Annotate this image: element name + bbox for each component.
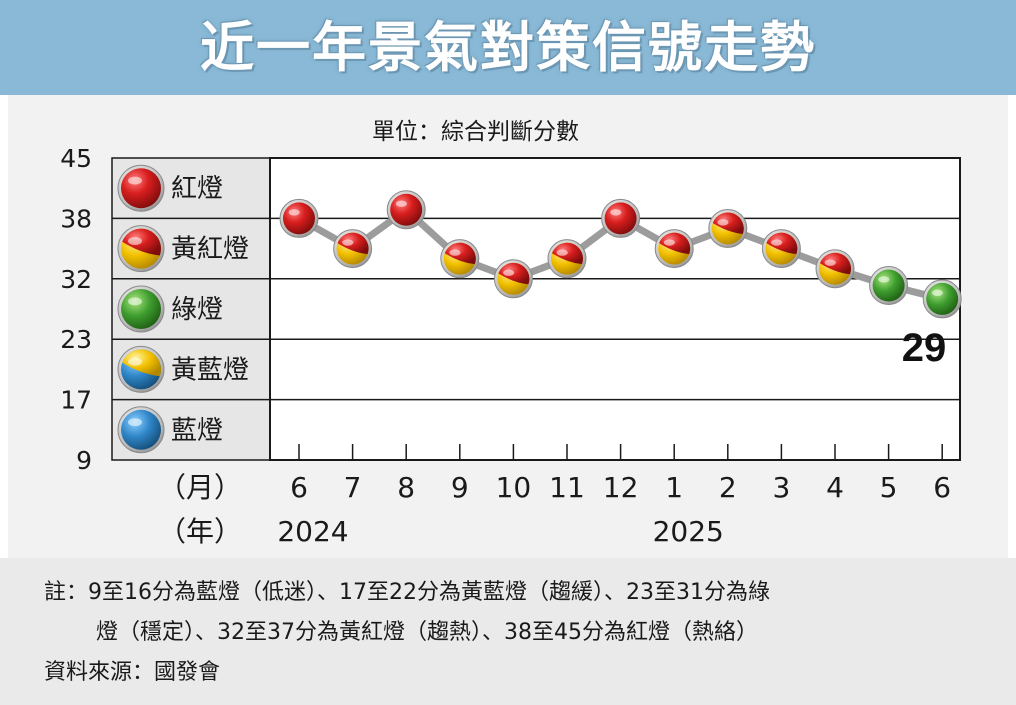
y-tick-label: 38 [60, 204, 92, 233]
legend-light-icon [117, 164, 165, 212]
month-label: 2 [719, 471, 737, 504]
month-label: 12 [603, 471, 639, 504]
grid-lines [112, 217, 960, 401]
legend-light-icon [117, 285, 165, 333]
month-label: 6 [290, 471, 308, 504]
legend-light-icon [117, 225, 165, 273]
legend-label: 黃藍燈 [171, 355, 249, 385]
month-label: 11 [549, 471, 585, 504]
y-tick-label: 45 [60, 144, 92, 173]
y-tick-label: 17 [60, 386, 92, 415]
y-tick-label: 23 [60, 325, 92, 354]
y-axis-labels: 45 38 32 23 17 9 [60, 144, 92, 475]
month-label: 9 [451, 471, 469, 504]
y-tick-label: 9 [76, 446, 92, 475]
year-axis-label: （年） [158, 515, 242, 548]
legend-label: 藍燈 [171, 416, 223, 446]
month-axis-label: （月） [158, 471, 242, 504]
data-point [601, 198, 641, 238]
chart-title: 近一年景氣對策信號走勢 [200, 16, 816, 79]
legend-label: 黃紅燈 [171, 235, 249, 265]
y-tick-label: 32 [60, 265, 92, 294]
unit-label: 單位：綜合判斷分數 [372, 119, 579, 145]
data-point [922, 279, 962, 319]
month-label: 10 [496, 471, 532, 504]
data-point [333, 229, 373, 269]
month-labels: 6 7 8 9 10 11 12 1 2 3 4 5 6 [290, 471, 951, 504]
data-point [493, 259, 533, 299]
legend-label: 紅燈 [171, 174, 223, 204]
month-label: 1 [665, 471, 683, 504]
data-markers [279, 190, 962, 319]
data-point [654, 229, 694, 269]
month-label: 3 [772, 471, 790, 504]
last-value-label: 29 [902, 326, 947, 370]
legend-light-icon [117, 406, 165, 454]
month-label: 5 [880, 471, 898, 504]
year-labels: 2024 2025 [277, 515, 723, 548]
data-point [279, 198, 319, 238]
title-bar [0, 0, 1016, 95]
data-point [815, 249, 855, 289]
month-label: 6 [933, 471, 951, 504]
legend-light-icon [117, 345, 165, 393]
note-line-2: 燈（穩定）、32至37分為黃紅燈（趨熱）、38至45分為紅燈（熱絡） [96, 620, 758, 645]
footer [0, 558, 1016, 705]
data-point [708, 208, 748, 248]
x-tick-marks [298, 444, 943, 460]
month-label: 7 [344, 471, 362, 504]
data-point [761, 229, 801, 269]
source-text: 資料來源：國發會 [44, 660, 221, 685]
data-point [386, 190, 426, 230]
year-label: 2024 [277, 515, 348, 548]
year-label: 2025 [653, 515, 724, 548]
data-point [547, 239, 587, 279]
legend-label: 綠燈 [171, 295, 223, 325]
month-label: 4 [826, 471, 844, 504]
data-point [440, 239, 480, 279]
note-line-1: 註：9至16分為藍燈（低迷）、17至22分為黃藍燈（趨緩）、23至31分為綠 [44, 580, 770, 605]
data-point [869, 266, 909, 306]
month-label: 8 [397, 471, 415, 504]
